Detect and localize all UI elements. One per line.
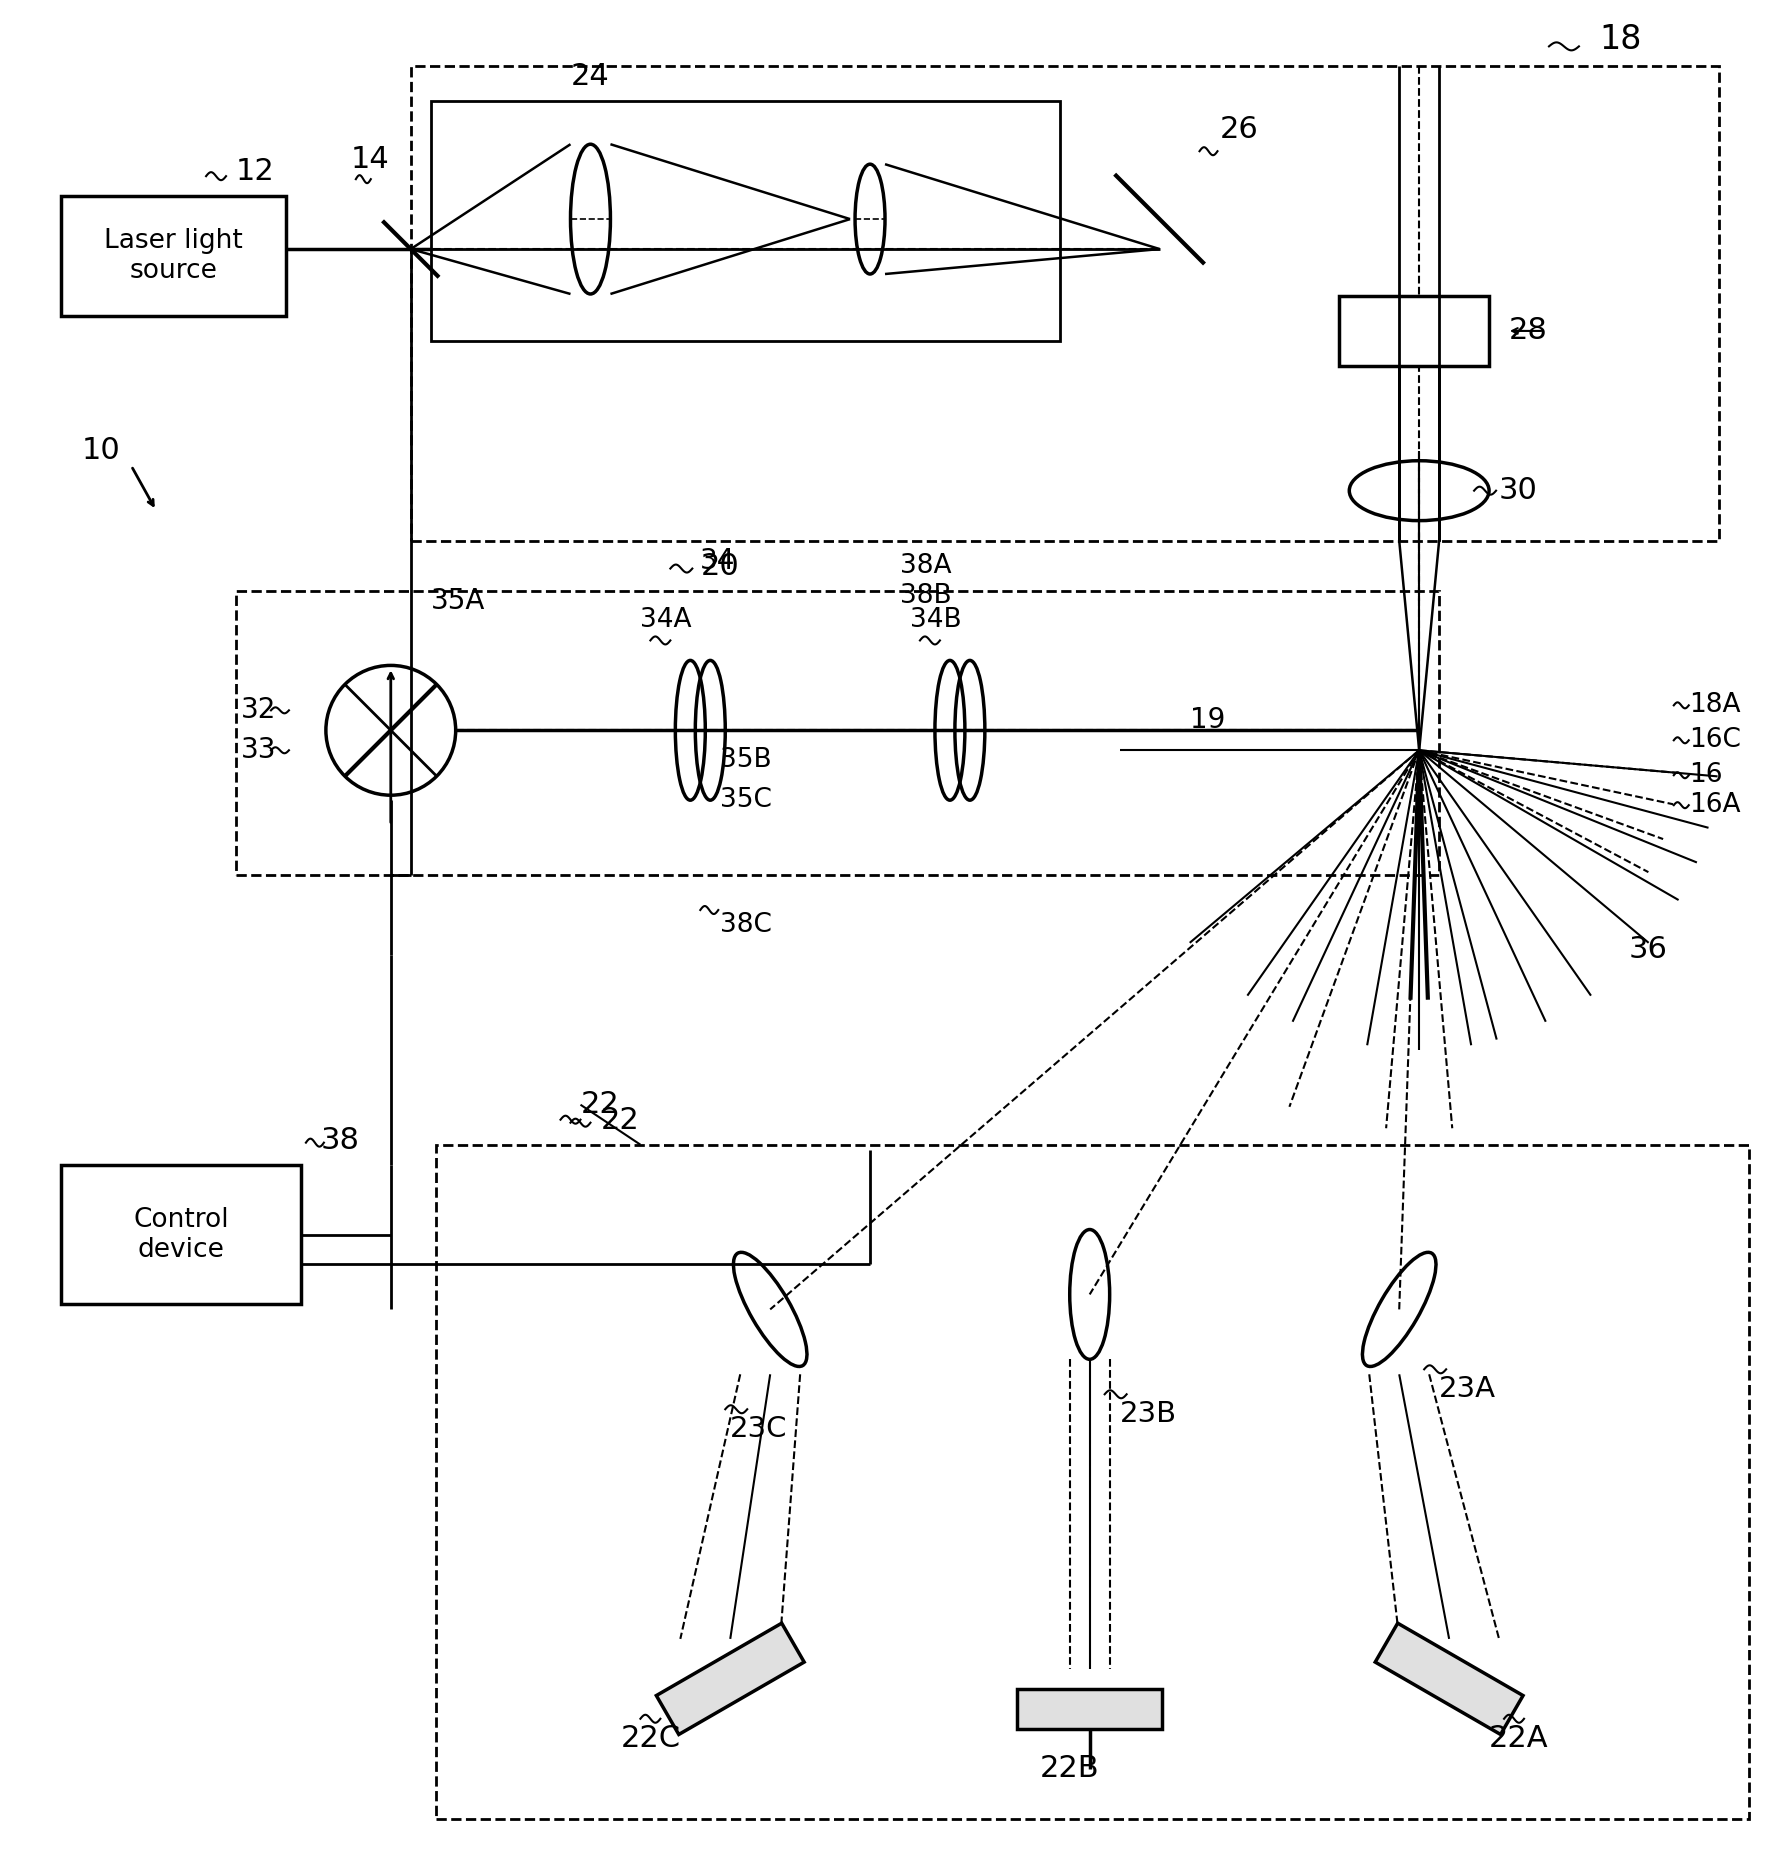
Bar	[411, 67, 1718, 540]
Text: 38: 38	[321, 1125, 361, 1154]
Text: 22C: 22C	[620, 1724, 680, 1754]
Bar	[61, 196, 286, 316]
Text: 14: 14	[350, 144, 389, 174]
Text: 18A: 18A	[1690, 692, 1740, 718]
Text: 34B: 34B	[911, 607, 961, 633]
Text: 38A: 38A	[900, 553, 952, 579]
Bar	[236, 590, 1440, 875]
Text: 23B: 23B	[1120, 1400, 1177, 1428]
Text: 26: 26	[1220, 115, 1259, 144]
Text: 12: 12	[236, 157, 275, 187]
Text: 22: 22	[600, 1106, 639, 1134]
Bar	[430, 102, 1059, 340]
Text: Control
device: Control device	[134, 1206, 229, 1262]
Text: 35A: 35A	[430, 586, 486, 614]
Text: 34: 34	[700, 546, 736, 575]
Text: 34A: 34A	[641, 607, 691, 633]
Text: 28: 28	[1509, 316, 1548, 346]
Text: 35B: 35B	[720, 747, 772, 773]
Text: 18: 18	[1598, 24, 1641, 56]
Bar	[1340, 296, 1490, 366]
Text: 38C: 38C	[720, 912, 772, 938]
Text: 22B: 22B	[1039, 1754, 1100, 1783]
Text: 32: 32	[241, 696, 277, 725]
Text: 35C: 35C	[720, 788, 772, 814]
Text: 16: 16	[1690, 762, 1722, 788]
Text: 38B: 38B	[900, 583, 952, 609]
Bar	[61, 1166, 300, 1304]
Text: 24: 24	[570, 63, 609, 91]
Text: 23A: 23A	[1440, 1375, 1497, 1404]
Polygon shape	[1018, 1689, 1163, 1728]
Polygon shape	[1375, 1622, 1523, 1735]
Text: 16C: 16C	[1690, 727, 1741, 753]
Text: 22: 22	[580, 1090, 620, 1119]
Text: 33: 33	[241, 736, 277, 764]
Text: 22A: 22A	[1490, 1724, 1548, 1754]
Text: 36: 36	[1629, 936, 1668, 964]
Text: 19: 19	[1189, 707, 1225, 734]
Polygon shape	[655, 1622, 804, 1735]
Text: Laser light
source: Laser light source	[104, 228, 243, 285]
Text: 23C: 23C	[730, 1415, 788, 1443]
Text: 30: 30	[1498, 475, 1538, 505]
Bar	[436, 1145, 1748, 1819]
Text: 16A: 16A	[1690, 792, 1740, 818]
Text: 20: 20	[700, 551, 739, 581]
Text: 10: 10	[82, 437, 120, 464]
